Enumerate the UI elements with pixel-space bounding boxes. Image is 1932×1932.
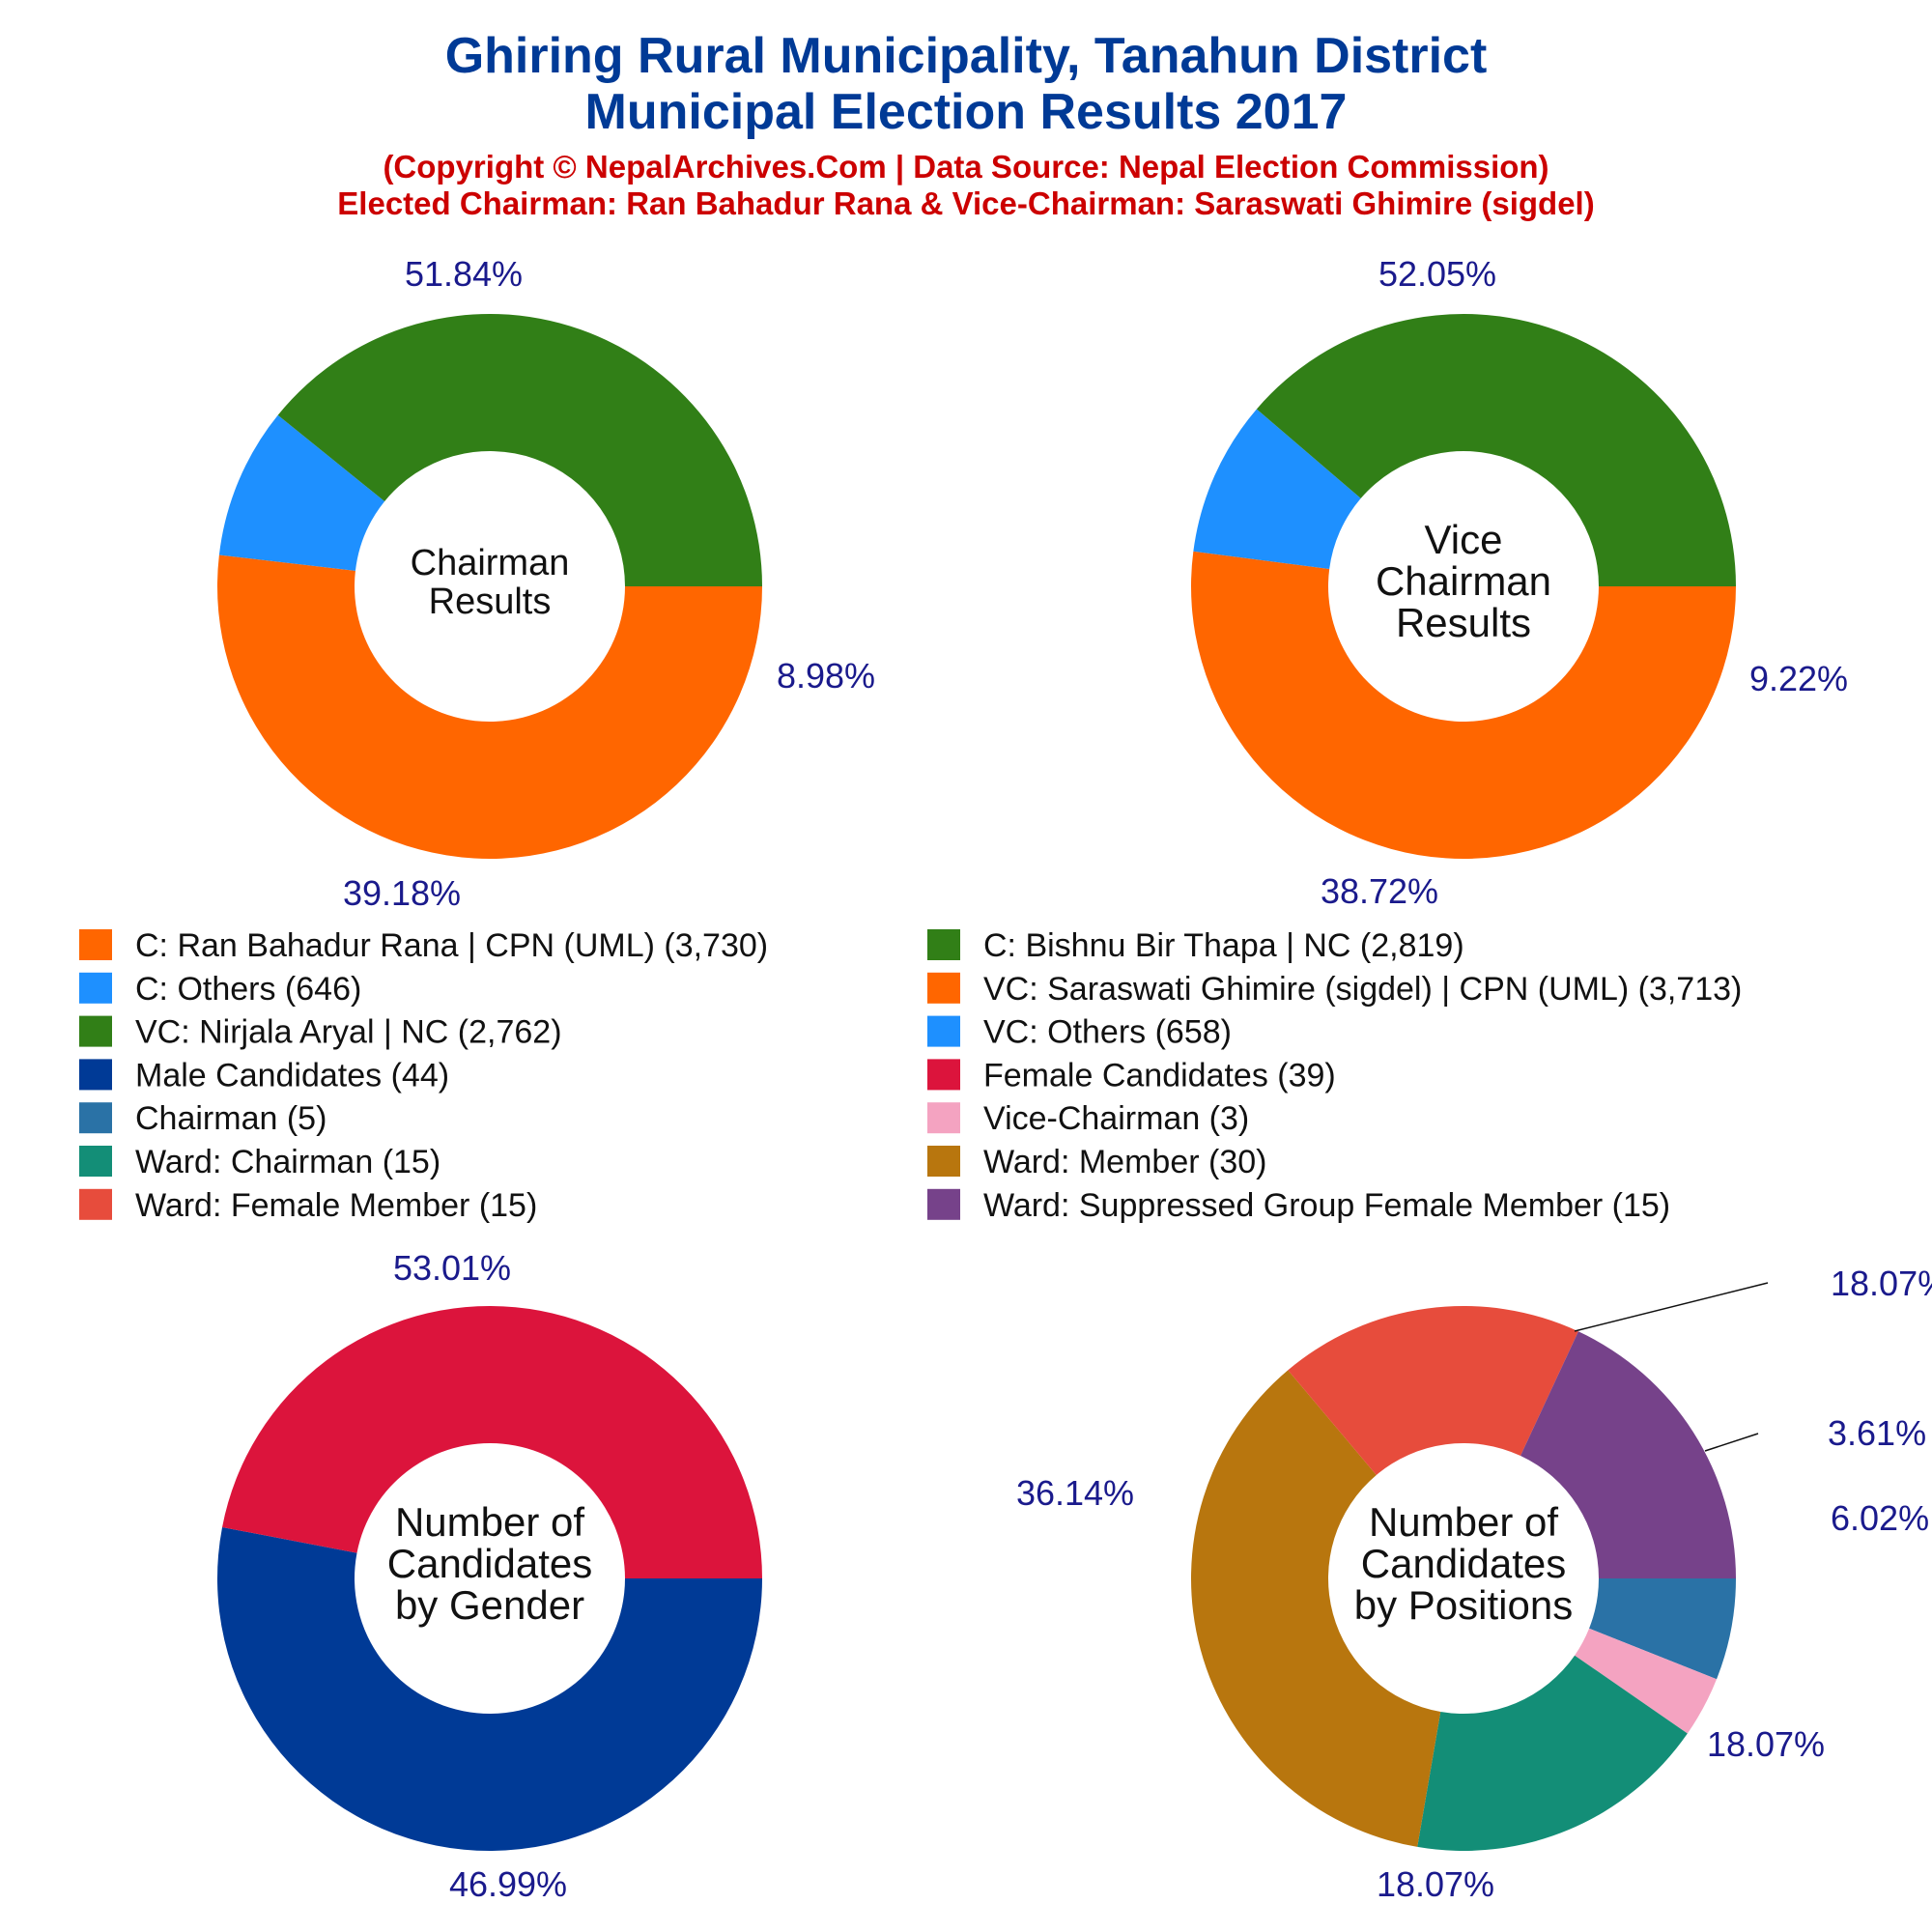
legend-left-swatch-1 bbox=[79, 929, 112, 960]
chart-subtitle-line2: Elected Chairman: Ran Bahadur Rana & Vic… bbox=[337, 185, 1595, 221]
legend-left-label-7: Ward: Female Member (15) bbox=[135, 1187, 537, 1224]
donut4-center-label-1: Number of bbox=[1369, 1499, 1558, 1545]
donut2-center-label-3: Results bbox=[1396, 600, 1531, 645]
legend-left-label-5: Chairman (5) bbox=[135, 1100, 327, 1137]
legend-left-swatch-6 bbox=[79, 1146, 112, 1177]
donut1-pct-label-3: 39.18% bbox=[343, 873, 461, 913]
donut2-pct-label-1: 52.05% bbox=[1378, 254, 1496, 294]
donut4-center-label-2: Candidates bbox=[1361, 1541, 1566, 1586]
donut4-slice-5 bbox=[1288, 1305, 1578, 1475]
legend-right-label-6: Ward: Member (30) bbox=[983, 1144, 1266, 1180]
legend-right-swatch-7 bbox=[927, 1188, 960, 1220]
donut2-slice-3 bbox=[1256, 314, 1736, 586]
donut2-center-label-2: Chairman bbox=[1376, 558, 1551, 604]
donut4-pct-label-3: 18.07% bbox=[1831, 1264, 1932, 1303]
donut1-center-label-1: Chairman bbox=[411, 543, 570, 583]
donut4-pct-label-1: 6.02% bbox=[1831, 1498, 1929, 1538]
legend-right-swatch-5 bbox=[927, 1102, 960, 1134]
legend-left-label-3: VC: Nirjala Aryal | NC (2,762) bbox=[135, 1014, 562, 1051]
legend-right-swatch-1 bbox=[927, 929, 960, 960]
legend-left-label-2: C: Others (646) bbox=[135, 971, 361, 1008]
chart-subtitle-line1: (Copyright © NepalArchives.Com | Data So… bbox=[383, 149, 1549, 185]
donut4-leader-3 bbox=[1574, 1282, 1769, 1332]
donut3-pct-label-1: 53.01% bbox=[393, 1248, 511, 1288]
legend-right-swatch-4 bbox=[927, 1059, 960, 1091]
donut4-pct-label-6: 18.07% bbox=[1707, 1724, 1825, 1764]
donut1-pct-label-1: 51.84% bbox=[405, 254, 523, 294]
donut1-slice-1 bbox=[217, 554, 762, 859]
legend-right-swatch-6 bbox=[927, 1146, 960, 1177]
donut4-slice-6 bbox=[1520, 1331, 1736, 1578]
legend-right-label-4: Female Candidates (39) bbox=[983, 1057, 1336, 1094]
legend-left-label-6: Ward: Chairman (15) bbox=[135, 1144, 440, 1180]
donut4-slice-1 bbox=[1589, 1578, 1736, 1680]
donut2-pct-label-3: 38.72% bbox=[1321, 871, 1438, 911]
legend-left-swatch-7 bbox=[79, 1188, 112, 1220]
legend-left-label-1: C: Ran Bahadur Rana | CPN (UML) (3,730) bbox=[135, 927, 768, 964]
donut2-center-label-1: Vice bbox=[1425, 517, 1503, 562]
donut1-center-label-2: Results bbox=[429, 582, 552, 622]
legend-right-label-2: VC: Saraswati Ghimire (sigdel) | CPN (UM… bbox=[983, 971, 1742, 1008]
legend-right-swatch-2 bbox=[927, 972, 960, 1004]
donut4-slice-4 bbox=[1191, 1370, 1441, 1847]
donut2-pct-label-2: 9.22% bbox=[1749, 659, 1848, 698]
donut4-pct-label-2: 3.61% bbox=[1828, 1413, 1926, 1453]
legend-right-swatch-3 bbox=[927, 1015, 960, 1047]
donut3-slice-1 bbox=[216, 1526, 762, 1851]
donut4-leader-2 bbox=[1704, 1433, 1759, 1452]
donut2-slice-2 bbox=[1193, 409, 1361, 569]
legend-left-swatch-2 bbox=[79, 972, 112, 1004]
donut4-pct-label-4: 36.14% bbox=[1016, 1473, 1134, 1513]
donut4-pct-label-5: 18.07% bbox=[1377, 1864, 1494, 1904]
legend-left-swatch-3 bbox=[79, 1015, 112, 1047]
donut3-pct-label-2: 46.99% bbox=[449, 1864, 567, 1904]
legend-right-label-7: Ward: Suppressed Group Female Member (15… bbox=[983, 1187, 1670, 1224]
donut2-slice-1 bbox=[1190, 551, 1736, 860]
legend-left-label-4: Male Candidates (44) bbox=[135, 1057, 449, 1094]
donut4-slice-3 bbox=[1417, 1655, 1688, 1851]
chart-title-line2: Municipal Election Results 2017 bbox=[584, 84, 1348, 140]
donut1-pct-label-2: 8.98% bbox=[777, 656, 875, 696]
donut3-center-label-1: Number of bbox=[395, 1499, 584, 1545]
donut3-slice-2 bbox=[222, 1306, 762, 1578]
legend-left-swatch-5 bbox=[79, 1102, 112, 1134]
legend-right-label-1: C: Bishnu Bir Thapa | NC (2,819) bbox=[983, 927, 1464, 964]
legend-right-label-3: VC: Others (658) bbox=[983, 1014, 1232, 1051]
legend-left-swatch-4 bbox=[79, 1059, 112, 1091]
donut3-center-label-3: by Gender bbox=[395, 1582, 584, 1628]
donut1-slice-3 bbox=[277, 314, 762, 586]
donut3-center-label-2: Candidates bbox=[387, 1541, 592, 1586]
donut4-center-label-3: by Positions bbox=[1354, 1582, 1573, 1628]
donut1-slice-2 bbox=[218, 414, 385, 571]
chart-title-line1: Ghiring Rural Municipality, Tanahun Dist… bbox=[444, 28, 1488, 84]
donut4-slice-2 bbox=[1575, 1628, 1718, 1734]
legend-right-label-5: Vice-Chairman (3) bbox=[983, 1100, 1249, 1137]
